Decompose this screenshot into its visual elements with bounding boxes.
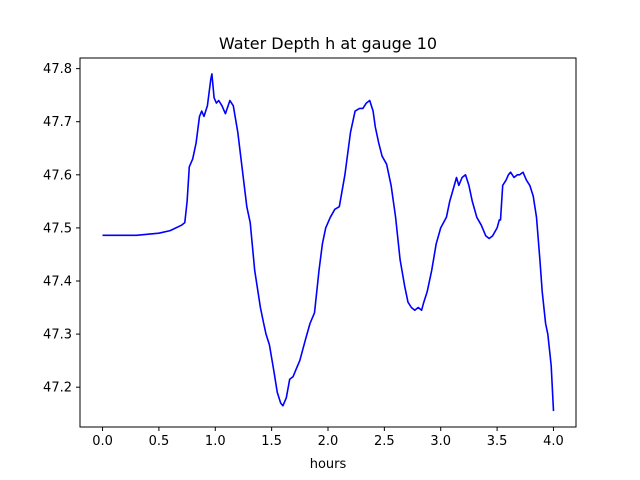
plot-area	[80, 58, 576, 427]
x-tick-label: 2.5	[374, 434, 395, 449]
y-tick-label: 47.3	[43, 328, 72, 343]
y-tick-label: 47.2	[43, 381, 72, 396]
x-axis-ticks: 0.0 0.5 1.0 1.5 2.0 2.5 3.0 3.5 4.0	[92, 427, 564, 449]
chart-title: Water Depth h at gauge 10	[219, 34, 437, 53]
y-tick-label: 47.7	[43, 115, 72, 130]
x-tick-label: 2.0	[318, 434, 339, 449]
y-tick-label: 47.6	[43, 168, 72, 183]
y-tick-label: 47.8	[43, 62, 72, 77]
x-tick-label: 0.0	[92, 434, 113, 449]
plot-frame	[79, 57, 577, 428]
x-axis-label: hours	[310, 457, 347, 472]
y-tick-label: 47.4	[43, 274, 72, 289]
series-layer	[102, 73, 555, 412]
x-tick-label: 4.0	[543, 434, 564, 449]
x-tick-label: 0.5	[149, 434, 170, 449]
y-axis-ticks: 47.2 47.3 47.4 47.5 47.6 47.7 47.8	[43, 62, 80, 396]
x-tick-label: 3.0	[430, 434, 451, 449]
y-tick-label: 47.5	[43, 221, 72, 236]
x-tick-label: 1.5	[261, 434, 282, 449]
x-tick-label: 3.5	[487, 434, 508, 449]
x-tick-label: 1.0	[205, 434, 226, 449]
water-depth-series-line	[102, 73, 555, 412]
